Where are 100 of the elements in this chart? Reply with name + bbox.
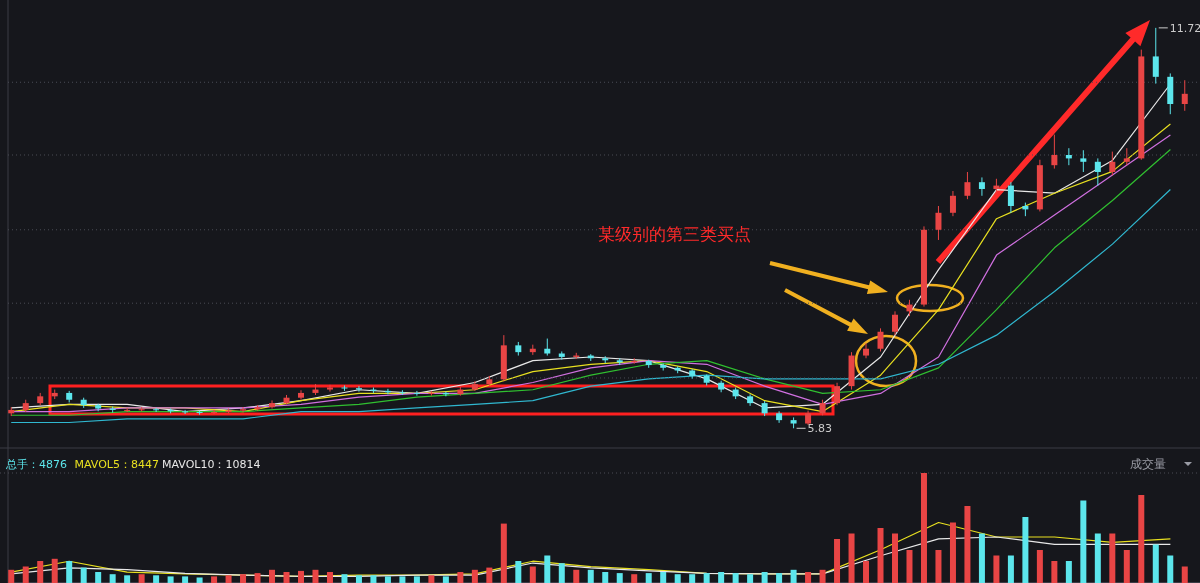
- bar: [442, 576, 449, 583]
- bar: [1022, 517, 1029, 583]
- bar: [196, 577, 203, 583]
- bar: [1167, 555, 1174, 583]
- bar: [906, 550, 913, 583]
- candlestick: [413, 390, 420, 397]
- bar: [703, 573, 710, 583]
- bar: [413, 576, 420, 583]
- bar: [399, 576, 406, 583]
- bar: [167, 576, 174, 583]
- candlestick: [1152, 27, 1159, 85]
- bar: [1051, 561, 1058, 583]
- text: MAVOL10：10814: [162, 458, 261, 471]
- bar: [1036, 550, 1043, 583]
- bar: [124, 575, 131, 583]
- bar: [573, 569, 580, 583]
- bar: [326, 572, 333, 583]
- bar: [949, 522, 956, 583]
- candlestick: [211, 409, 218, 415]
- bar: [805, 572, 812, 583]
- bar: [1094, 533, 1101, 583]
- bar: [80, 567, 87, 583]
- bar: [529, 566, 536, 583]
- bar: [819, 569, 826, 583]
- bar: [920, 473, 927, 583]
- bar: [848, 533, 855, 583]
- candlestick: [298, 389, 304, 401]
- bar: [153, 575, 160, 583]
- candlestick: [240, 406, 247, 413]
- bar: [892, 533, 898, 583]
- bar: [834, 539, 841, 583]
- bar: [1065, 561, 1072, 583]
- bar: [978, 533, 985, 583]
- bar: [1007, 555, 1014, 583]
- bar: [964, 506, 971, 583]
- bar: [602, 572, 609, 583]
- candlestick: [153, 407, 160, 413]
- candlestick: [935, 205, 942, 241]
- candlestick: [863, 342, 870, 359]
- bar: [660, 572, 667, 583]
- candlestick: [964, 171, 971, 200]
- bar: [283, 572, 290, 583]
- bar: [355, 575, 362, 583]
- bar: [95, 572, 102, 583]
- bar: [1123, 550, 1130, 583]
- bar: [645, 573, 652, 583]
- bar: [747, 574, 754, 583]
- bar: [790, 569, 797, 583]
- candlestick: [834, 382, 841, 406]
- bar: [254, 573, 261, 583]
- bar: [312, 569, 319, 583]
- candlestick: [978, 176, 985, 197]
- candlestick: [949, 190, 956, 217]
- bar: [471, 569, 478, 583]
- bar: [341, 574, 348, 583]
- bar: [66, 561, 73, 583]
- bar: [182, 576, 189, 583]
- candlestick: [892, 310, 898, 336]
- candlestick: [1080, 149, 1087, 173]
- bar: [718, 572, 725, 583]
- annotation: 5.83: [807, 422, 833, 436]
- candlestick: [1007, 181, 1014, 214]
- candlestick: [1065, 147, 1072, 166]
- bar: [457, 572, 464, 583]
- bar: [138, 574, 145, 583]
- bar: [269, 569, 276, 583]
- text: 总手：4876: [5, 458, 67, 471]
- bar: [1080, 500, 1087, 583]
- bar: [761, 572, 768, 583]
- bar: [51, 558, 58, 583]
- bar: [1181, 566, 1188, 583]
- bar: [1109, 533, 1116, 583]
- bar: [428, 575, 435, 583]
- bar: [732, 573, 739, 583]
- candlestick: [355, 385, 362, 393]
- bar: [225, 575, 232, 583]
- candlestick: [1109, 151, 1116, 176]
- bar: [863, 561, 870, 583]
- annotation: 某级别的第三类买点: [598, 224, 751, 244]
- bar: [211, 576, 218, 583]
- bar: [37, 561, 44, 583]
- annotation: 11.72: [1169, 21, 1200, 35]
- bar: [500, 523, 507, 583]
- bar: [935, 550, 942, 583]
- candlestick: [182, 409, 189, 415]
- candlestick: [1181, 79, 1188, 112]
- bar: [515, 561, 522, 583]
- bar: [544, 555, 551, 583]
- bar: [109, 574, 116, 583]
- bar: [616, 573, 623, 583]
- bar: [1152, 544, 1159, 583]
- bar: [631, 574, 638, 583]
- candlestick: [269, 399, 276, 410]
- candlestick: [124, 407, 131, 413]
- bar: [22, 566, 29, 583]
- bar: [689, 574, 696, 583]
- bar: [298, 570, 304, 583]
- bar: [1138, 495, 1145, 583]
- candlestick: [1051, 134, 1058, 170]
- bar: [370, 575, 377, 583]
